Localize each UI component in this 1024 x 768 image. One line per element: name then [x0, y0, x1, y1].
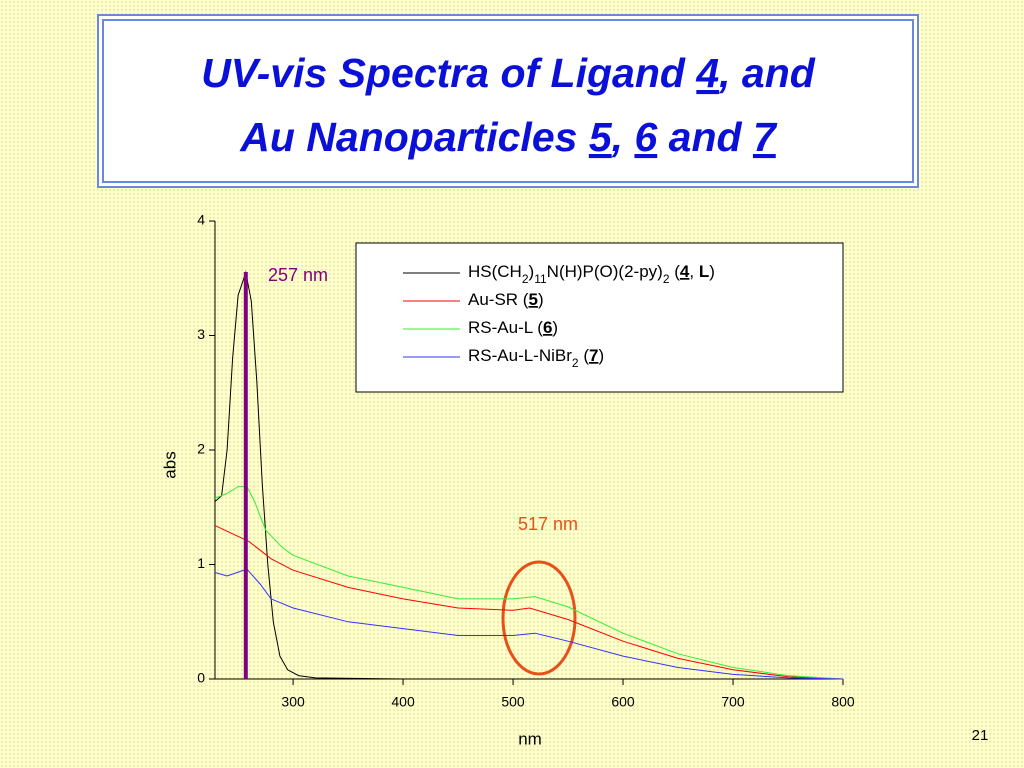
- legend-box: [355, 242, 844, 393]
- title-line: UV-vis Spectra of Ligand 4, and: [201, 50, 816, 96]
- y-tick-label: 2: [197, 441, 205, 457]
- x-tick-label: 600: [611, 694, 635, 710]
- x-tick-label: 400: [391, 694, 415, 710]
- series-line: [214, 270, 843, 680]
- y-tick-label: 0: [197, 670, 205, 686]
- series-line: [214, 525, 844, 680]
- series-line: [214, 568, 844, 680]
- x-tick-label: 300: [281, 694, 305, 710]
- title-line: Au Nanoparticles 5, 6 and 7: [239, 114, 778, 160]
- page-number: 21: [972, 727, 989, 744]
- title-box-inner: [102, 19, 914, 183]
- title-box: [97, 14, 919, 188]
- y-tick-label: 4: [197, 212, 205, 228]
- legend-label: RS-Au-L (6): [468, 318, 558, 337]
- highlight-ellipse: [501, 560, 577, 676]
- legend-label: RS-Au-L-NiBr2 (7): [468, 346, 604, 370]
- annotation: 517 nm: [518, 514, 578, 534]
- x-tick-label: 500: [501, 694, 525, 710]
- y-tick-label: 3: [197, 326, 205, 342]
- annotation: 257 nm: [268, 265, 328, 285]
- legend-label: HS(CH2)11N(H)P(O)(2-py)2 (4, L): [468, 262, 715, 286]
- x-tick-label: 700: [721, 694, 745, 710]
- y-tick-label: 1: [197, 555, 205, 571]
- x-axis-label: nm: [518, 729, 542, 748]
- x-tick-label: 800: [831, 694, 855, 710]
- y-axis-label: abs: [160, 451, 179, 478]
- legend-label: Au-SR (5): [468, 290, 544, 309]
